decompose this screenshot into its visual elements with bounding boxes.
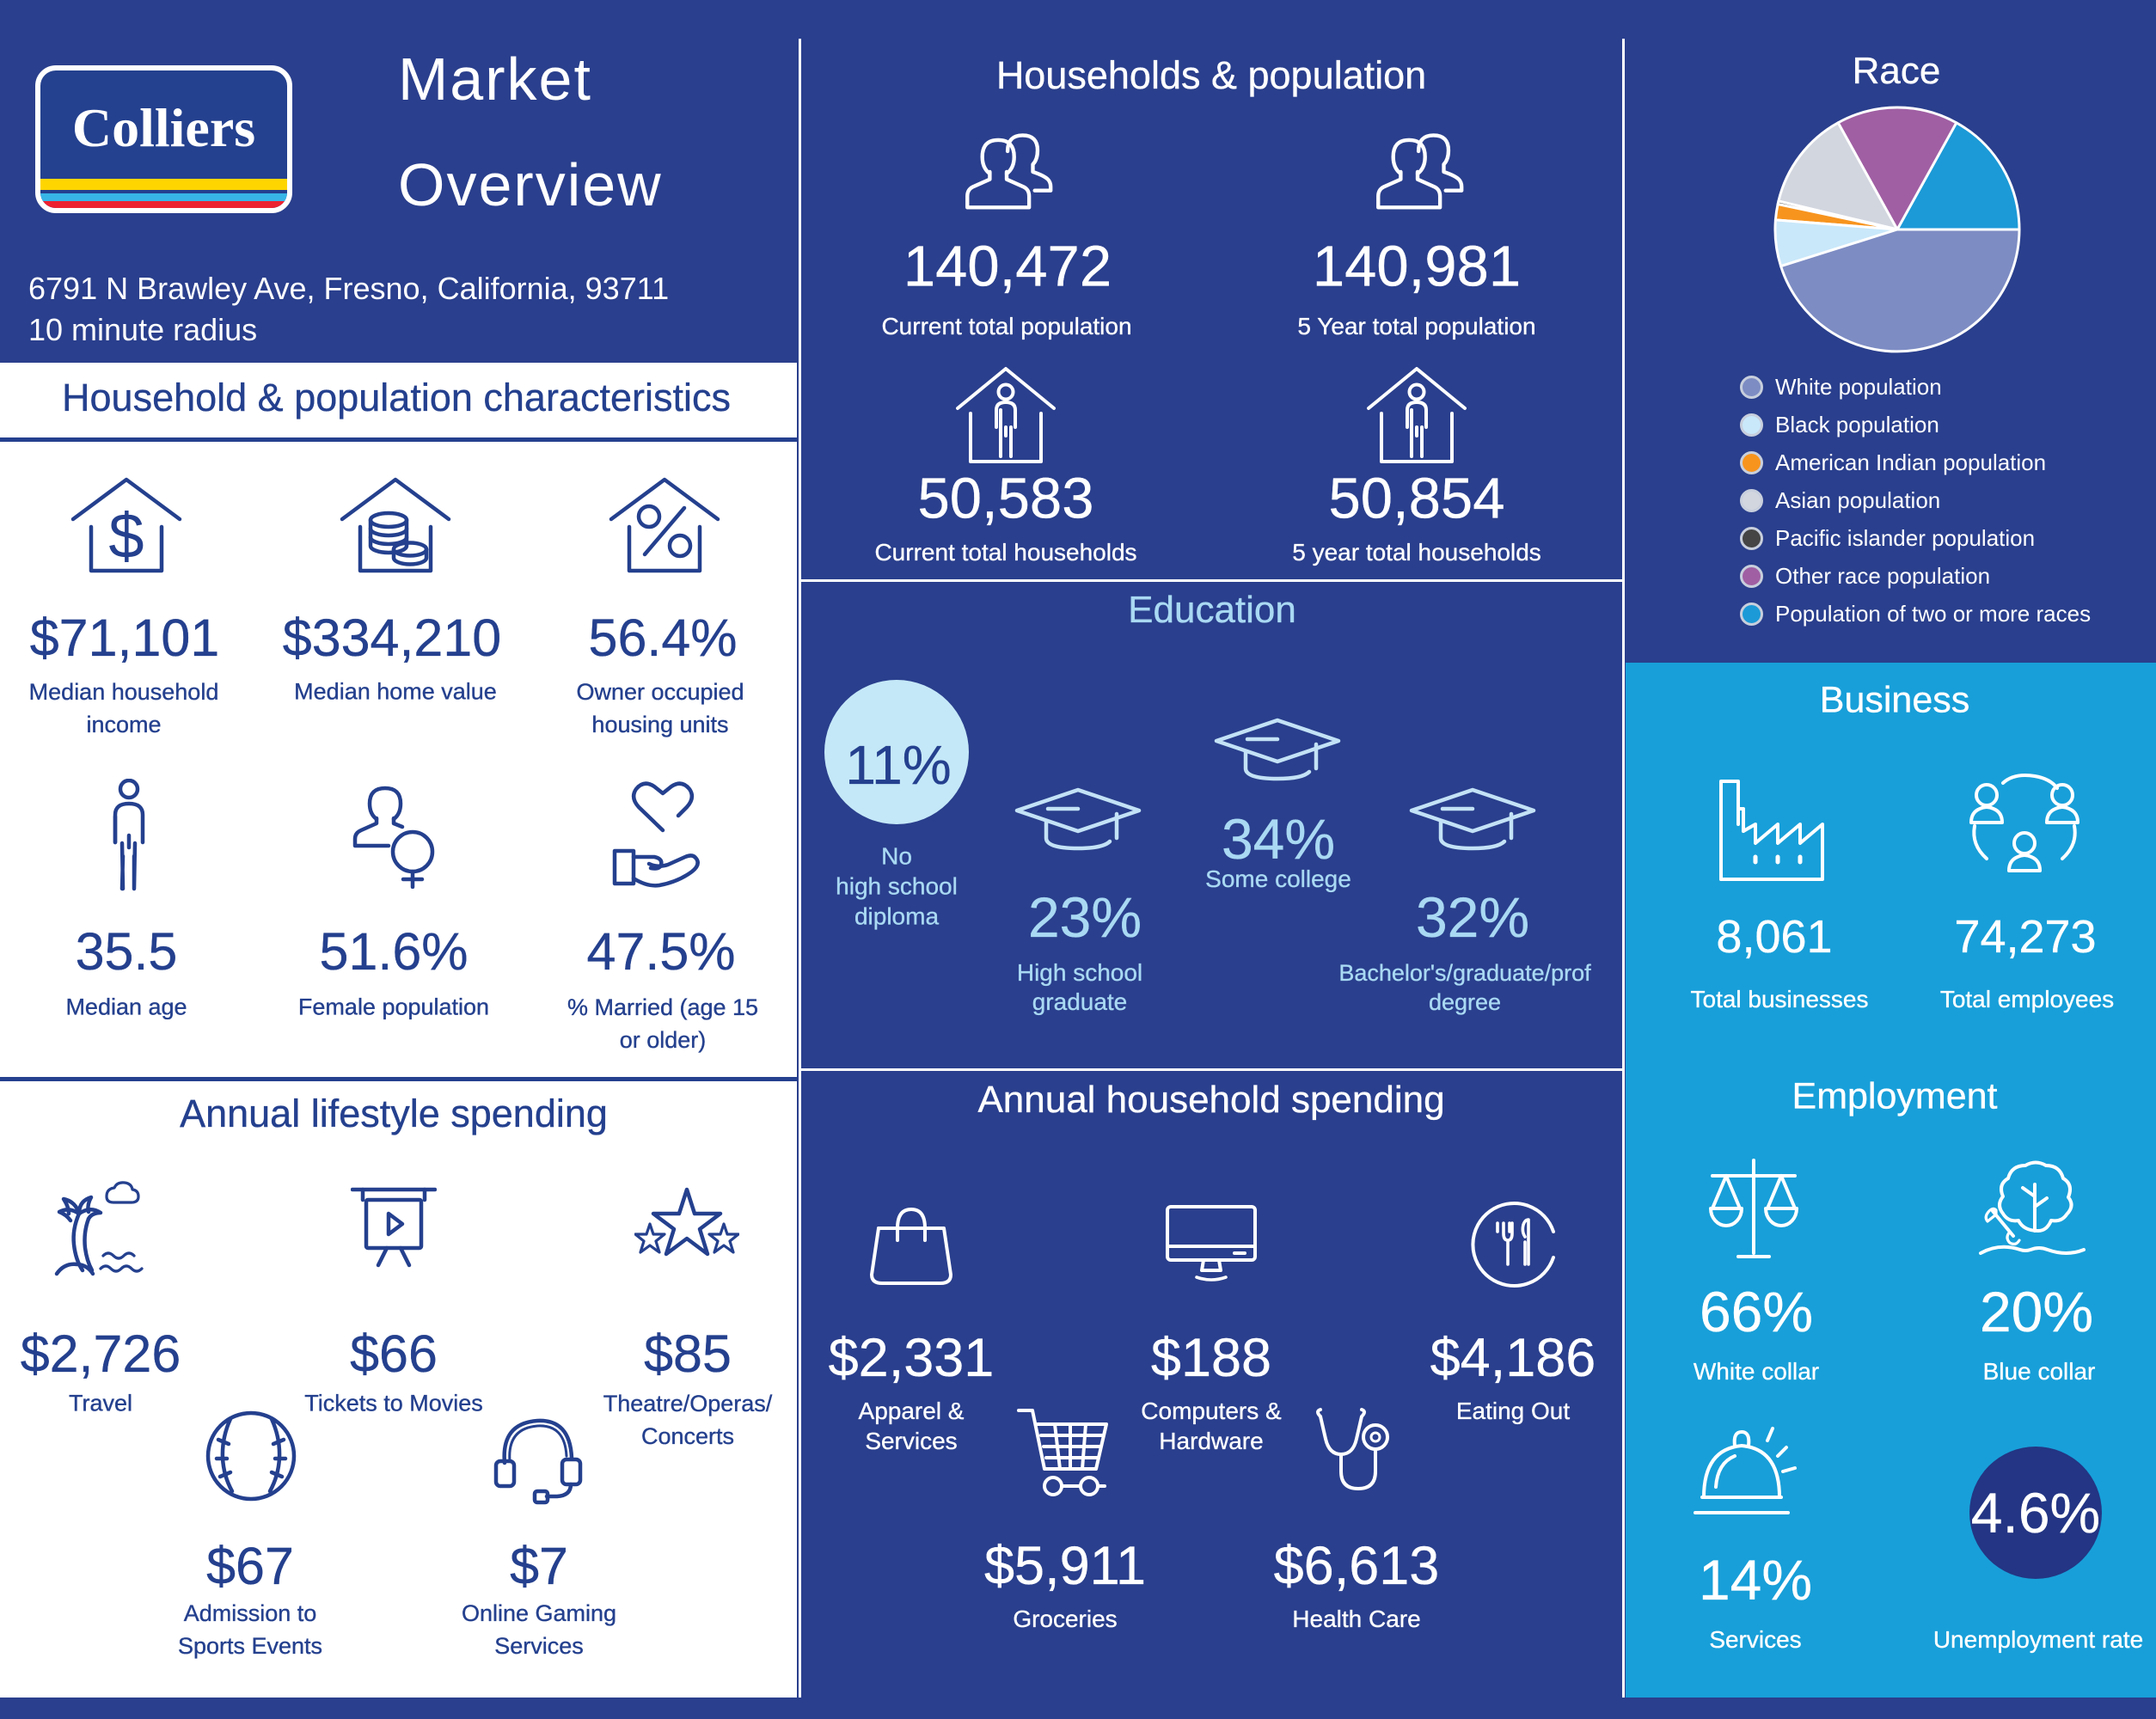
svg-text:$: $ — [108, 500, 144, 572]
